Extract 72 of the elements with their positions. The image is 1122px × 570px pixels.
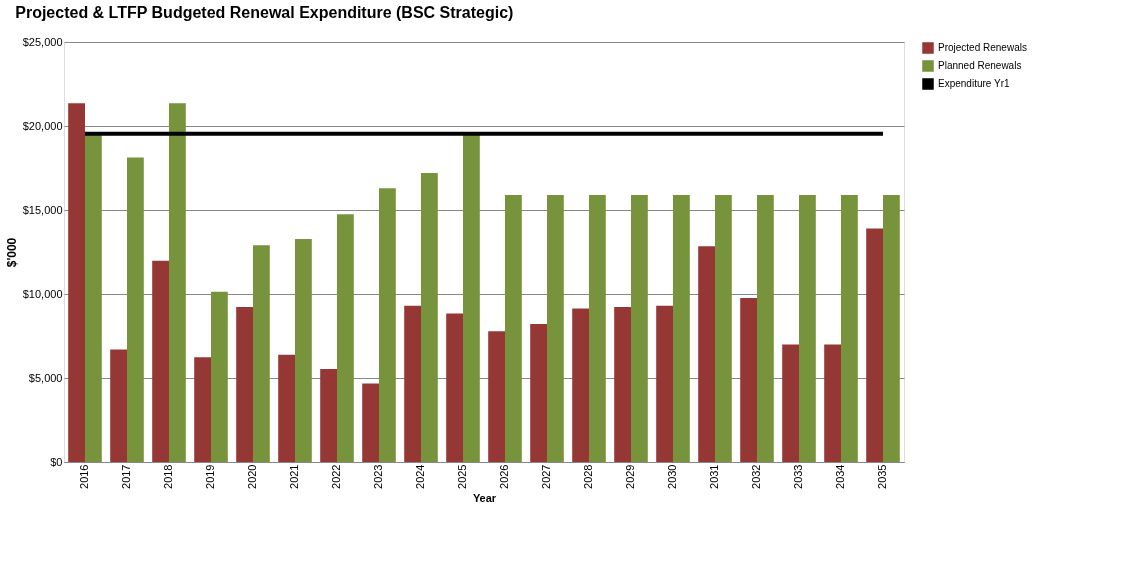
bar	[824, 344, 841, 462]
bar	[446, 313, 463, 462]
x-tick-label: 2026	[498, 464, 510, 489]
y-tick-label: $5,000	[28, 371, 63, 384]
bar	[614, 307, 631, 462]
bar	[379, 188, 396, 462]
bar	[572, 308, 589, 462]
x-tick-label: 2016	[78, 464, 90, 489]
bar	[673, 194, 690, 462]
bar	[253, 245, 270, 462]
bar	[295, 238, 312, 462]
bar	[757, 194, 774, 462]
legend-label: Expenditure Yr1	[938, 78, 1010, 89]
x-tick-label: 2034	[834, 464, 846, 489]
bar	[362, 383, 379, 462]
bar	[488, 331, 505, 462]
bar	[85, 133, 102, 462]
bar	[337, 214, 354, 462]
y-tick-label: $25,000	[22, 35, 63, 48]
x-tick-label: 2030	[666, 464, 678, 489]
bar	[278, 354, 295, 462]
x-tick-label: 2033	[792, 464, 804, 489]
x-tick-label: 2023	[372, 464, 384, 489]
bar	[505, 194, 522, 462]
bar	[589, 194, 606, 462]
bar	[799, 194, 816, 462]
x-tick-label: 2020	[246, 464, 258, 489]
legend-label: Planned Renewals	[938, 60, 1022, 71]
bar	[68, 103, 85, 462]
x-tick-label: 2018	[162, 464, 174, 489]
x-tick-label: 2024	[414, 464, 426, 489]
bar	[110, 349, 127, 462]
legend-label: Projected Renewals	[938, 42, 1027, 53]
bar	[169, 103, 186, 462]
x-tick-label: 2032	[750, 464, 762, 489]
y-axis-title: $'000	[4, 237, 19, 268]
bar	[211, 291, 228, 462]
x-tick-label: 2022	[330, 464, 342, 489]
y-tick-label: $0	[50, 455, 63, 468]
bar	[866, 228, 883, 462]
y-tick-label: $20,000	[22, 119, 63, 132]
bar	[698, 246, 715, 462]
bar	[236, 307, 253, 462]
x-tick-label: 2017	[120, 464, 132, 489]
x-tick-label: 2019	[204, 464, 216, 489]
bar	[740, 298, 757, 462]
bar	[530, 323, 547, 462]
bar	[194, 357, 211, 462]
bar	[404, 305, 421, 462]
bar	[421, 173, 438, 462]
bar	[841, 194, 858, 462]
bar	[127, 157, 144, 462]
x-tick-label: 2028	[582, 464, 594, 489]
bar	[715, 194, 732, 462]
bar	[631, 194, 648, 462]
bar	[883, 194, 900, 462]
x-tick-label: 2021	[288, 464, 300, 489]
x-axis-title: Year	[472, 491, 497, 504]
bar	[463, 133, 480, 462]
bar	[320, 368, 337, 462]
bar	[547, 194, 564, 462]
x-tick-label: 2031	[708, 464, 720, 489]
y-tick-label: $15,000	[22, 203, 63, 216]
bar	[152, 260, 169, 462]
y-tick-label: $10,000	[22, 287, 63, 300]
bar	[782, 344, 799, 462]
bar	[656, 305, 673, 462]
chart-title: Projected & LTFP Budgeted Renewal Expenditure (BSC Strategic)	[15, 4, 514, 21]
x-tick-label: 2025	[456, 464, 468, 489]
x-tick-label: 2027	[540, 464, 552, 489]
x-tick-label: 2029	[624, 464, 636, 489]
x-tick-label: 2035	[876, 464, 888, 489]
